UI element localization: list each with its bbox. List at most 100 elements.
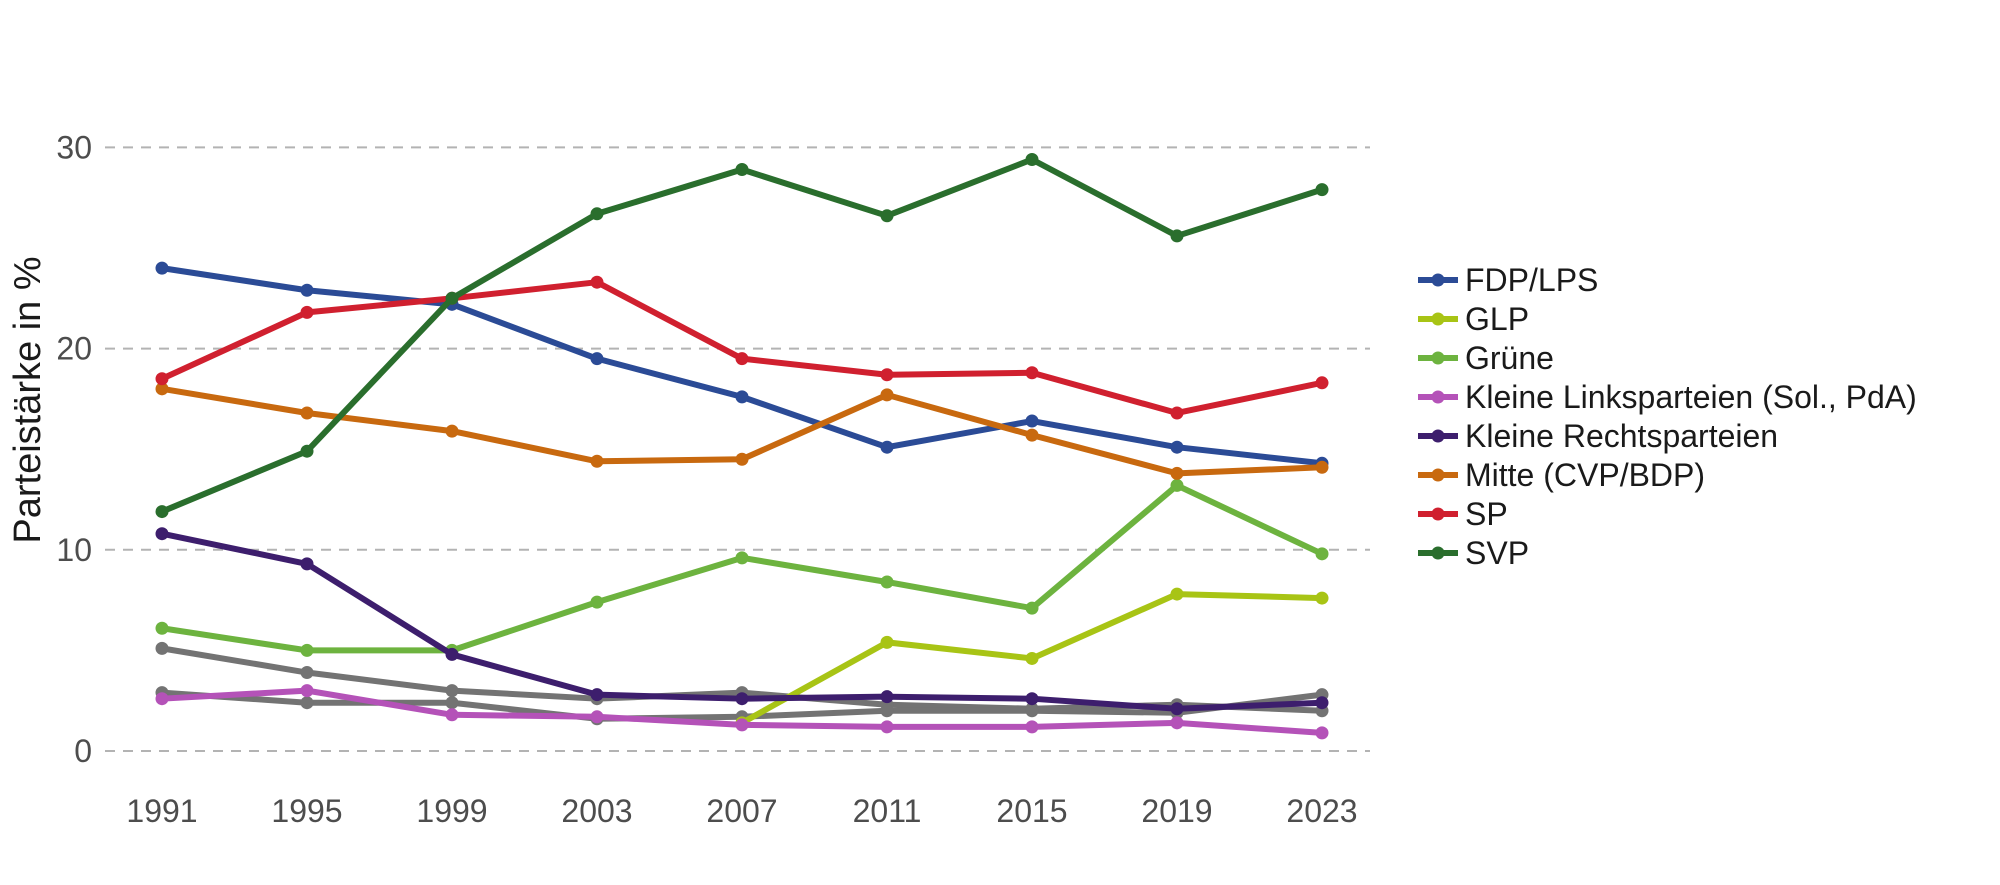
series-0 [155,261,1329,470]
series-5 [155,382,1329,480]
x-tick-label: 2015 [996,793,1067,829]
series-2-point [1025,601,1039,615]
series-3-point [300,684,314,698]
legend-swatch-point [1431,507,1445,521]
series-3-point [735,718,749,732]
series-6-point [155,372,169,386]
series-1-point [1315,591,1329,605]
series-2-point [1170,478,1184,492]
series-7-point [155,505,169,519]
y-tick-label: 20 [56,331,92,367]
legend-swatch-point [1431,468,1445,482]
series-0-line [159,265,1325,467]
x-tick-label: 2007 [706,793,777,829]
y-axis-ticks: 0 10 20 30 [56,129,92,769]
legend-swatch-point [1431,273,1445,287]
legend-label: Grüne [1465,340,1554,376]
series-0-point [300,283,314,297]
series-4-point [1025,692,1039,706]
y-axis-title: Parteistärke in % [7,256,49,543]
series-3-point [445,708,459,722]
series-5-point [735,452,749,466]
series-2-point [735,551,749,565]
series-5-point [590,454,604,468]
series-3-point [1025,720,1039,734]
series-4-point [590,688,604,702]
series-7-point [880,209,894,223]
series-0-point [1025,414,1039,428]
legend-item: SP [1418,496,1508,532]
series-2 [155,478,1329,657]
y-tick-label: 30 [56,129,92,165]
legend-item: Kleine Rechtsparteien [1418,418,1778,454]
series-5-point [1170,466,1184,480]
series-2-point [1315,547,1329,561]
series-0-point [155,261,169,275]
series-5-point [880,388,894,402]
series-unlabeled-1-point [445,684,459,698]
series-4-point [735,692,749,706]
series-3-point [1170,716,1184,730]
series-0-point [1170,440,1184,454]
series-4-point [1315,696,1329,710]
series-1-point [1025,651,1039,665]
legend-swatch-point [1431,429,1445,443]
series-4-point [880,690,894,704]
series-1-point [880,635,894,649]
x-tick-label: 1999 [416,793,487,829]
series-7-point [445,291,459,305]
legend-label: Mitte (CVP/BDP) [1465,457,1705,493]
series-6-point [735,352,749,366]
series-unlabeled-2-point [880,704,894,718]
series-unlabeled-2-point [300,696,314,710]
series-6-point [1170,406,1184,420]
x-axis-ticks: 1991 1995 1999 2003 2007 2011 2015 2019 2023 [126,793,1357,829]
series-3-point [155,692,169,706]
series-3-point [1315,726,1329,740]
series-2-point [300,643,314,657]
legend-swatch-point [1431,546,1445,560]
series-4-point [155,527,169,541]
legend-item: Mitte (CVP/BDP) [1418,457,1705,493]
series-lines [155,152,1329,740]
legend-item: FDP/LPS [1418,262,1598,298]
series-2-point [155,621,169,635]
x-tick-label: 2003 [561,793,632,829]
legend-swatch-point [1431,312,1445,326]
x-tick-label: 2011 [853,793,922,829]
series-0-point [735,390,749,404]
legend-label: SVP [1465,535,1529,571]
series-unlabeled-2-point [445,696,459,710]
series-5-point [300,406,314,420]
series-2-line [159,482,1325,654]
series-1-point [1170,587,1184,601]
legend-label: FDP/LPS [1465,262,1598,298]
gridlines [105,146,1370,752]
x-tick-label: 1995 [271,793,342,829]
legend-swatch-point [1431,390,1445,404]
series-unlabeled-1-point [300,666,314,680]
x-tick-label: 1991 [126,793,197,829]
series-6-point [590,275,604,289]
series-6-point [300,305,314,319]
series-4-point [300,557,314,571]
series-0-point [590,352,604,366]
legend-item: Kleine Linksparteien (Sol., PdA) [1418,379,1917,415]
legend-item: Grüne [1418,340,1554,376]
series-7-point [1315,183,1329,197]
series-5-point [155,382,169,396]
series-2-point [880,575,894,589]
series-3-point [880,720,894,734]
legend-label: Kleine Rechtsparteien [1465,418,1778,454]
series-7-point [1170,229,1184,243]
legend-swatch-point [1431,351,1445,365]
series-7-point [1025,152,1039,166]
x-tick-label: 2019 [1141,793,1212,829]
series-unlabeled-1-point [155,641,169,655]
series-3 [155,684,1329,740]
series-6-point [1025,366,1039,380]
legend-item: GLP [1418,301,1529,337]
series-4 [155,527,1329,716]
series-7-point [300,444,314,458]
